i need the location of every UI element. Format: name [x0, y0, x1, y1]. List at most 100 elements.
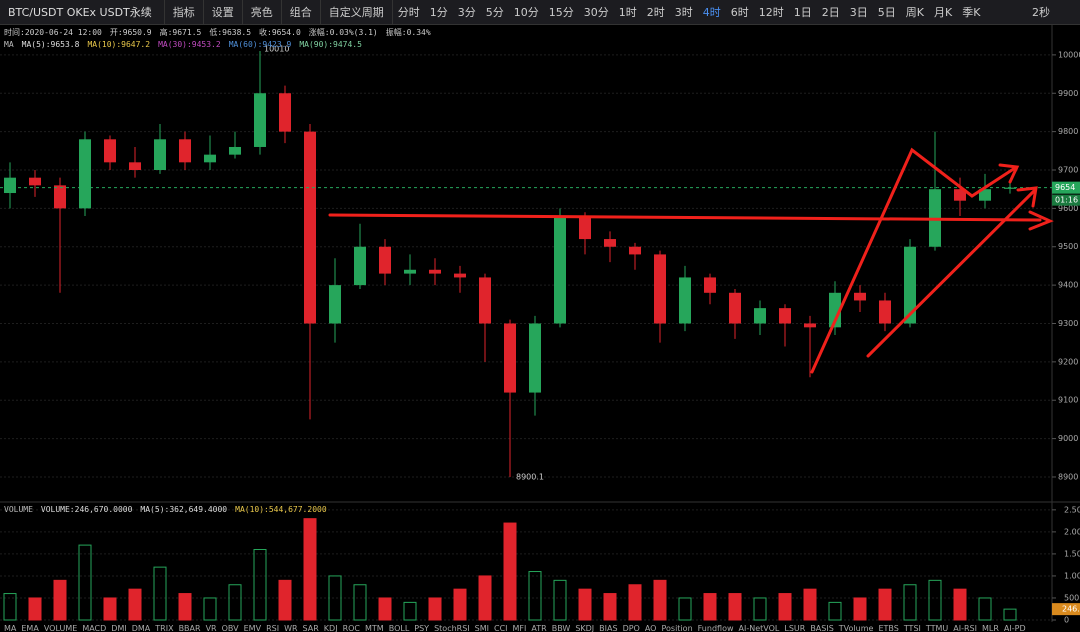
candle-body [229, 146, 241, 155]
tab[interactable]: KDJ [323, 624, 338, 632]
tab[interactable]: AO [644, 624, 657, 632]
legend-item: MA(5):9653.8 [21, 40, 80, 49]
tab[interactable]: BBAR [178, 624, 201, 632]
period[interactable]: 5分 [485, 6, 504, 19]
last-volume-box [1052, 603, 1080, 616]
tab[interactable]: DMA [131, 624, 151, 632]
period[interactable]: 分时 [397, 6, 420, 19]
period[interactable]: 6时 [730, 6, 749, 19]
period[interactable]: 12时 [758, 6, 784, 19]
period[interactable]: 周K [905, 6, 924, 19]
tab[interactable]: MLR [982, 624, 999, 632]
volume-bar [828, 601, 842, 621]
toolbar-button[interactable]: 亮色 [243, 0, 282, 25]
period[interactable]: 1时 [618, 6, 637, 19]
volume-bar [153, 566, 167, 621]
y-tick-label: 1.50 [1064, 549, 1080, 558]
period[interactable]: 3日 [849, 6, 868, 19]
tab[interactable]: BBW [551, 624, 571, 632]
legend-item: MA(90):9474.5 [299, 40, 362, 49]
tab[interactable]: DMI [111, 624, 127, 632]
volume-legend: VOLUME VOLUME:246,670.0000 MA(5):362,649.4… [4, 505, 327, 514]
candle-body [404, 269, 416, 274]
volume-bar [3, 593, 17, 621]
period[interactable]: 3时 [674, 6, 693, 19]
tab[interactable]: TTSI [903, 624, 921, 632]
tab[interactable]: LSUR [784, 624, 806, 632]
period[interactable]: 2时 [646, 6, 665, 19]
period[interactable]: 10分 [513, 6, 539, 19]
tab[interactable]: EMA [21, 624, 39, 632]
info-change: 涨幅:0.03%(3.1) [308, 28, 378, 37]
tab[interactable]: OBV [221, 624, 239, 632]
volume-bar [278, 579, 292, 621]
tab[interactable]: SMI [474, 624, 489, 632]
tab[interactable]: BASIS [810, 624, 834, 632]
volume-bar [203, 597, 217, 621]
tab[interactable]: AI-RSI [953, 624, 977, 632]
tab[interactable]: WR [284, 624, 298, 632]
tab[interactable]: EMV [243, 624, 262, 632]
tab[interactable]: SAR [302, 624, 319, 632]
arrow-head [1028, 210, 1054, 231]
tab[interactable]: SKDJ [575, 624, 595, 632]
candle-body [979, 189, 991, 201]
candle-body [79, 139, 91, 209]
tab[interactable]: TVolume [838, 624, 874, 632]
toolbar-button[interactable]: 自定义周期 [321, 0, 393, 25]
tab[interactable]: BIAS [599, 624, 618, 632]
tab[interactable]: DPO [622, 624, 640, 632]
tab[interactable]: TTMU [925, 624, 949, 632]
period[interactable]: 1分 [429, 6, 448, 19]
candle-body [829, 292, 841, 328]
toolbar-button[interactable]: 组合 [282, 0, 321, 25]
candle-body [629, 246, 641, 255]
period[interactable]: 4时 [702, 6, 721, 19]
period[interactable]: 15分 [548, 6, 574, 19]
period[interactable]: 3分 [457, 6, 476, 19]
tab[interactable]: Fundflow [697, 624, 734, 632]
tab[interactable]: VOLUME [43, 624, 78, 632]
volume-bar [878, 588, 892, 621]
period[interactable]: 月K [934, 6, 953, 19]
tab[interactable]: MTM [365, 624, 384, 632]
volume-bar [28, 597, 42, 621]
candle-body [729, 292, 741, 324]
tab[interactable]: ETBS [878, 624, 899, 632]
period[interactable]: 5日 [877, 6, 896, 19]
tab[interactable]: TRIX [155, 624, 174, 632]
volume-bar [403, 601, 417, 621]
tab[interactable]: StochRSI [434, 624, 470, 632]
legend-item: MA(60):9423.9 [228, 40, 292, 49]
volume-bar [428, 597, 442, 621]
tab[interactable]: ATR [531, 624, 547, 632]
tab[interactable]: MA [4, 624, 17, 632]
info-open: 开:9650.9 [109, 28, 152, 37]
info-high: 高:9671.5 [159, 28, 202, 37]
tab[interactable]: AI-NetVOL [738, 624, 780, 632]
toolbar-button[interactable]: 设置 [204, 0, 243, 25]
candle-body [504, 323, 516, 393]
tab[interactable]: BOLL [388, 624, 410, 632]
candle-body [204, 154, 216, 163]
tab[interactable]: MFI [512, 624, 527, 632]
tab[interactable]: PSY [414, 624, 430, 632]
period[interactable]: 1日 [793, 6, 812, 19]
toolbar-button[interactable]: 指标 [165, 0, 204, 25]
legend-item: MA(30):9453.2 [158, 40, 221, 49]
legend-item: MA(5):362,649.4000 [140, 505, 228, 514]
y-tick-label: 9600 [1058, 204, 1078, 213]
tab[interactable]: MACD [82, 624, 107, 632]
tab[interactable]: AI-PD [1003, 624, 1026, 632]
tab[interactable]: VR [205, 624, 217, 632]
volume-bar [453, 588, 467, 621]
period[interactable]: 2日 [821, 6, 840, 19]
tab[interactable]: ROC [342, 624, 361, 632]
tab[interactable]: CCI [494, 624, 508, 632]
tab[interactable]: Position [661, 624, 693, 632]
tab[interactable]: RSI [266, 624, 280, 632]
period[interactable]: 季K [962, 6, 981, 19]
arrow-head [1016, 186, 1038, 208]
period[interactable]: 30分 [583, 6, 609, 19]
candle-body [329, 285, 341, 324]
